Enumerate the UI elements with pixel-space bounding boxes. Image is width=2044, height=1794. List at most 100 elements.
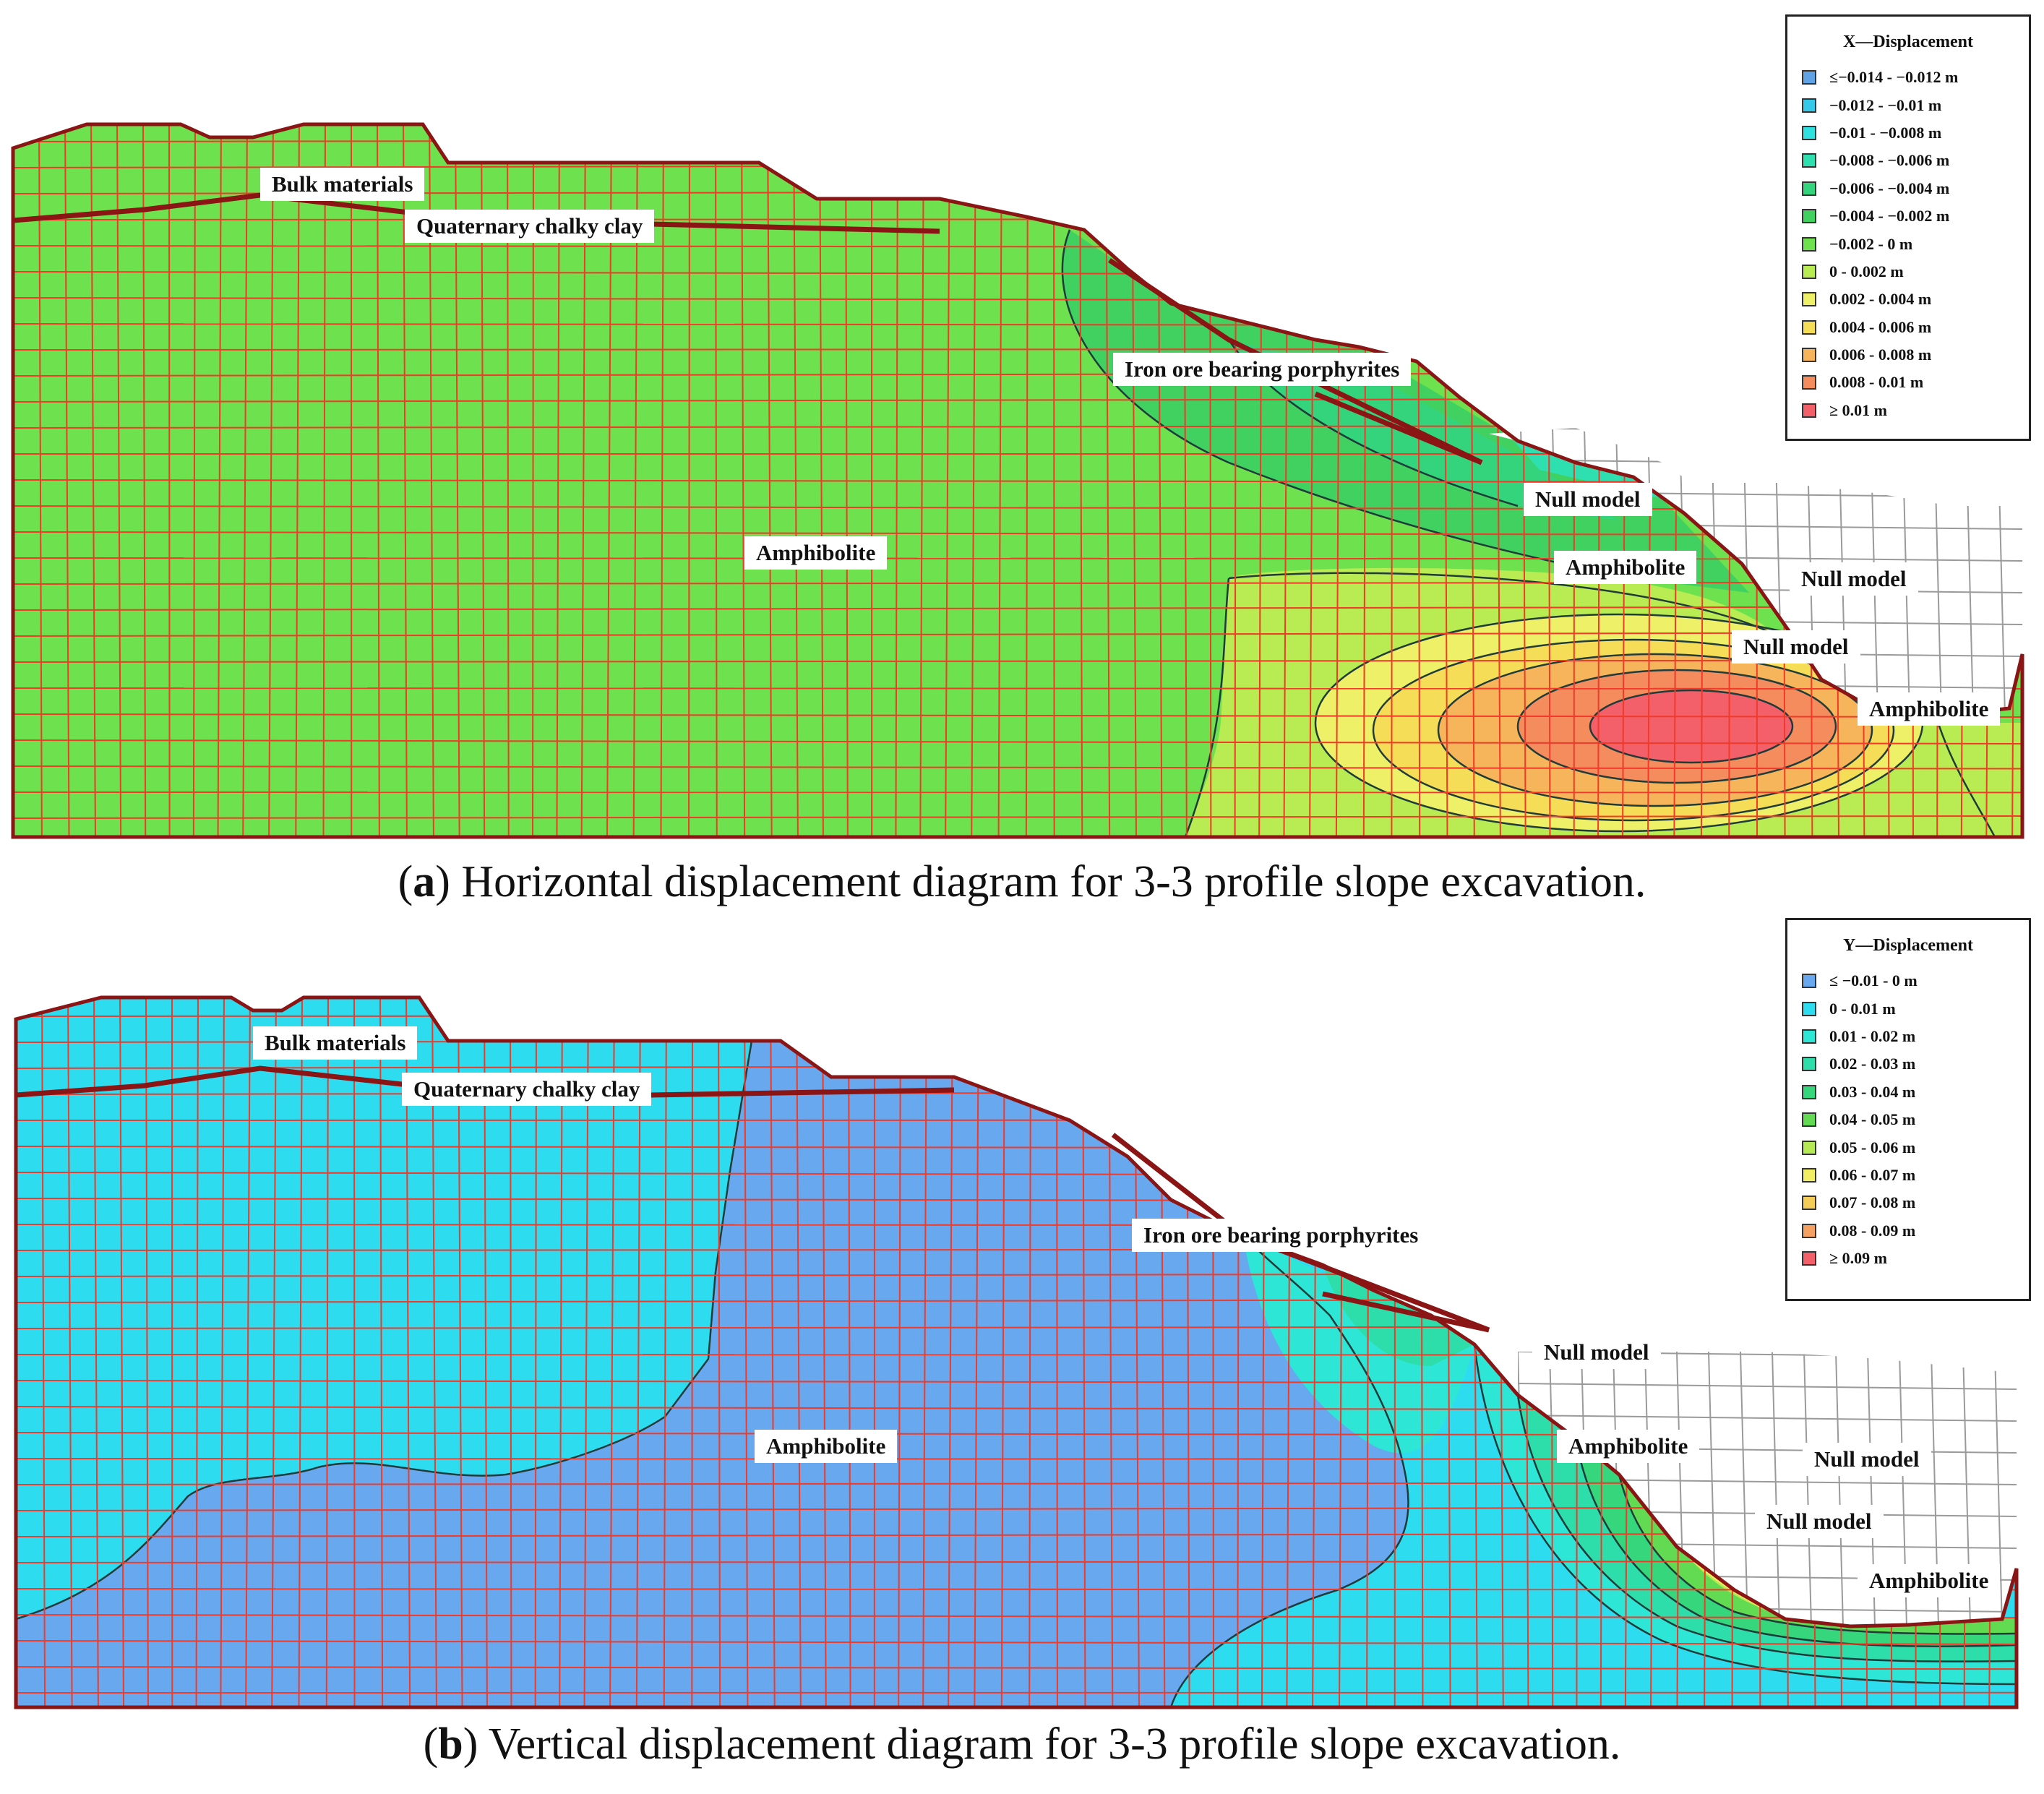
- legend-swatch-a: [1802, 292, 1816, 307]
- legend-swatch-a: [1802, 181, 1816, 196]
- legend-swatch-a: [1802, 319, 1816, 335]
- legend-label-a: ≤−0.014 - −0.012 m: [1829, 68, 1959, 87]
- zone-max-a: [1590, 690, 1792, 763]
- legend-item-b: 0.06 - 0.07 m: [1787, 1162, 2029, 1189]
- legend-item-b: 0.05 - 0.06 m: [1787, 1133, 2029, 1161]
- legend-item-b: 0 - 0.01 m: [1787, 995, 2029, 1022]
- legend-item-b: 0.02 - 0.03 m: [1787, 1050, 2029, 1078]
- legend-item-a: −0.008 - −0.006 m: [1787, 147, 2029, 174]
- legend-label-b: 0.08 - 0.09 m: [1829, 1221, 1916, 1240]
- legend-item-a: ≤−0.014 - −0.012 m: [1787, 64, 2029, 91]
- legend-item-a: −0.006 - −0.004 m: [1787, 175, 2029, 202]
- label-amphibolite-main-a: Amphibolite: [744, 536, 888, 570]
- label-null-model-2-a: Null model: [1790, 562, 1918, 596]
- zone-pos-2-b: [1518, 1395, 2017, 1662]
- legend-label-b: 0.05 - 0.06 m: [1829, 1138, 1916, 1156]
- legend-swatch-a: [1802, 264, 1816, 279]
- legend-swatch-b: [1802, 1029, 1816, 1044]
- legend-item-a: −0.012 - −0.01 m: [1787, 91, 2029, 119]
- legend-label-a: −0.004 - −0.002 m: [1829, 207, 1950, 226]
- legend-swatch-b: [1802, 1001, 1816, 1016]
- legend-label-b: 0 - 0.01 m: [1829, 999, 1896, 1018]
- legend-label-a: 0.002 - 0.004 m: [1829, 290, 1932, 309]
- legend-y-displacement: Y—Displacement ≤ −0.01 - 0 m 0 - 0.01 m 0.…: [1785, 918, 2031, 1301]
- legend-label-b: 0.03 - 0.04 m: [1829, 1082, 1916, 1101]
- legend-item-b: 0.03 - 0.04 m: [1787, 1078, 2029, 1106]
- vertical-displacement-panel: Bulk materials Quaternary chalky clay Ir…: [0, 896, 2044, 1794]
- label-null-model-2-b: Null model: [1803, 1443, 1931, 1476]
- legend-item-b: ≤ −0.01 - 0 m: [1787, 967, 2029, 995]
- label-amphibolite-3-b: Amphibolite: [1858, 1564, 2001, 1597]
- label-quaternary-clay-a: Quaternary chalky clay: [405, 210, 655, 243]
- label-bulk-materials-a: Bulk materials: [260, 168, 425, 201]
- legend-swatch-a: [1802, 375, 1816, 390]
- label-null-model-1-a: Null model: [1524, 483, 1652, 516]
- caption-a: (a) Horizontal displacement diagram for …: [398, 857, 1646, 906]
- legend-swatch-b: [1802, 1251, 1816, 1266]
- null-model-region-b: [1518, 1352, 2017, 1626]
- legend-swatch-a: [1802, 153, 1816, 168]
- legend-swatch-b: [1802, 1112, 1816, 1128]
- legend-label-a: 0.004 - 0.006 m: [1829, 317, 1932, 336]
- legend-label-b: ≥ 0.09 m: [1829, 1249, 1887, 1268]
- legend-item-b: 0.01 - 0.02 m: [1787, 1023, 2029, 1050]
- label-iron-ore-a: Iron ore bearing porphyrites: [1113, 353, 1412, 386]
- legend-label-b: 0.07 - 0.08 m: [1829, 1193, 1916, 1212]
- zone-negative-b: [16, 1041, 1409, 1707]
- legend-swatch-b: [1802, 1140, 1816, 1155]
- legend-label-a: ≥ 0.01 m: [1829, 400, 1887, 419]
- legend-swatch-b: [1802, 1167, 1816, 1183]
- label-iron-ore-b: Iron ore bearing porphyrites: [1132, 1219, 1430, 1252]
- legend-label-a: 0.008 - 0.01 m: [1829, 373, 1924, 392]
- caption-b: (b) Vertical displacement diagram for 3-…: [423, 1720, 1621, 1769]
- label-amphibolite-main-b: Amphibolite: [755, 1430, 898, 1463]
- slope-model-a: [13, 124, 2022, 837]
- label-amphibolite-2-a: Amphibolite: [1554, 551, 1697, 584]
- caption-letter-a: a: [413, 857, 436, 906]
- legend-item-b: ≥ 0.09 m: [1787, 1245, 2029, 1272]
- caption-text-a: Horizontal displacement diagram for 3-3 …: [461, 857, 1646, 906]
- legend-swatch-a: [1802, 98, 1816, 113]
- legend-item-a: ≥ 0.01 m: [1787, 397, 2029, 424]
- slope-outline-b: [14, 995, 2019, 1709]
- legend-label-b: 0.04 - 0.05 m: [1829, 1110, 1916, 1129]
- zone-pos-4-b: [1619, 1475, 2017, 1634]
- legend-label-b: 0.01 - 0.02 m: [1829, 1026, 1916, 1045]
- legend-label-b: ≤ −0.01 - 0 m: [1829, 971, 1918, 990]
- label-bulk-materials-b: Bulk materials: [253, 1026, 418, 1060]
- label-null-model-1-b: Null model: [1532, 1336, 1661, 1369]
- zone-porphyrite-inner-b: [1323, 1265, 1474, 1366]
- legend-swatch-a: [1802, 403, 1816, 418]
- horizontal-displacement-panel: Bulk materials Quaternary chalky clay Ir…: [0, 0, 2044, 906]
- caption-letter-b: b: [438, 1720, 463, 1769]
- vertical-displacement-diagram: [14, 995, 2019, 1709]
- legend-item-a: 0.006 - 0.008 m: [1787, 341, 2029, 369]
- legend-label-a: −0.01 - −0.008 m: [1829, 123, 1942, 142]
- legend-item-a: 0.002 - 0.004 m: [1787, 286, 2029, 313]
- legend-label-a: −0.002 - 0 m: [1829, 234, 1913, 253]
- legend-swatch-a: [1802, 348, 1816, 363]
- label-quaternary-clay-b: Quaternary chalky clay: [402, 1073, 652, 1106]
- zone-pos-3-b: [1576, 1438, 2017, 1647]
- legend-label-b: 0.02 - 0.03 m: [1829, 1055, 1916, 1073]
- legend-item-a: −0.004 - −0.002 m: [1787, 202, 2029, 230]
- legend-swatch-a: [1802, 209, 1816, 224]
- zone-pos-1-b: [1474, 1344, 2017, 1684]
- legend-title-b: Y—Displacement: [1843, 936, 1973, 955]
- label-null-model-3-b: Null model: [1755, 1505, 1884, 1538]
- legend-swatch-b: [1802, 1084, 1816, 1099]
- legend-label-a: −0.008 - −0.006 m: [1829, 151, 1950, 170]
- legend-swatch-b: [1802, 1196, 1816, 1211]
- legend-title-a: X—Displacement: [1843, 33, 1973, 51]
- legend-swatch-a: [1802, 125, 1816, 140]
- legend-rows-a: ≤−0.014 - −0.012 m −0.012 - −0.01 m −0.01 …: [1787, 64, 2029, 424]
- slope-model-b: [16, 997, 2017, 1707]
- legend-label-a: −0.006 - −0.004 m: [1829, 179, 1950, 197]
- label-amphibolite-3-a: Amphibolite: [1858, 692, 2001, 726]
- legend-item-a: 0 - 0.002 m: [1787, 258, 2029, 286]
- legend-x-displacement: X—Displacement ≤−0.014 - −0.012 m −0.012 …: [1785, 14, 2031, 441]
- legend-swatch-a: [1802, 70, 1816, 85]
- legend-item-b: 0.07 - 0.08 m: [1787, 1189, 2029, 1216]
- legend-item-b: 0.08 - 0.09 m: [1787, 1217, 2029, 1245]
- legend-item-b: 0.04 - 0.05 m: [1787, 1106, 2029, 1133]
